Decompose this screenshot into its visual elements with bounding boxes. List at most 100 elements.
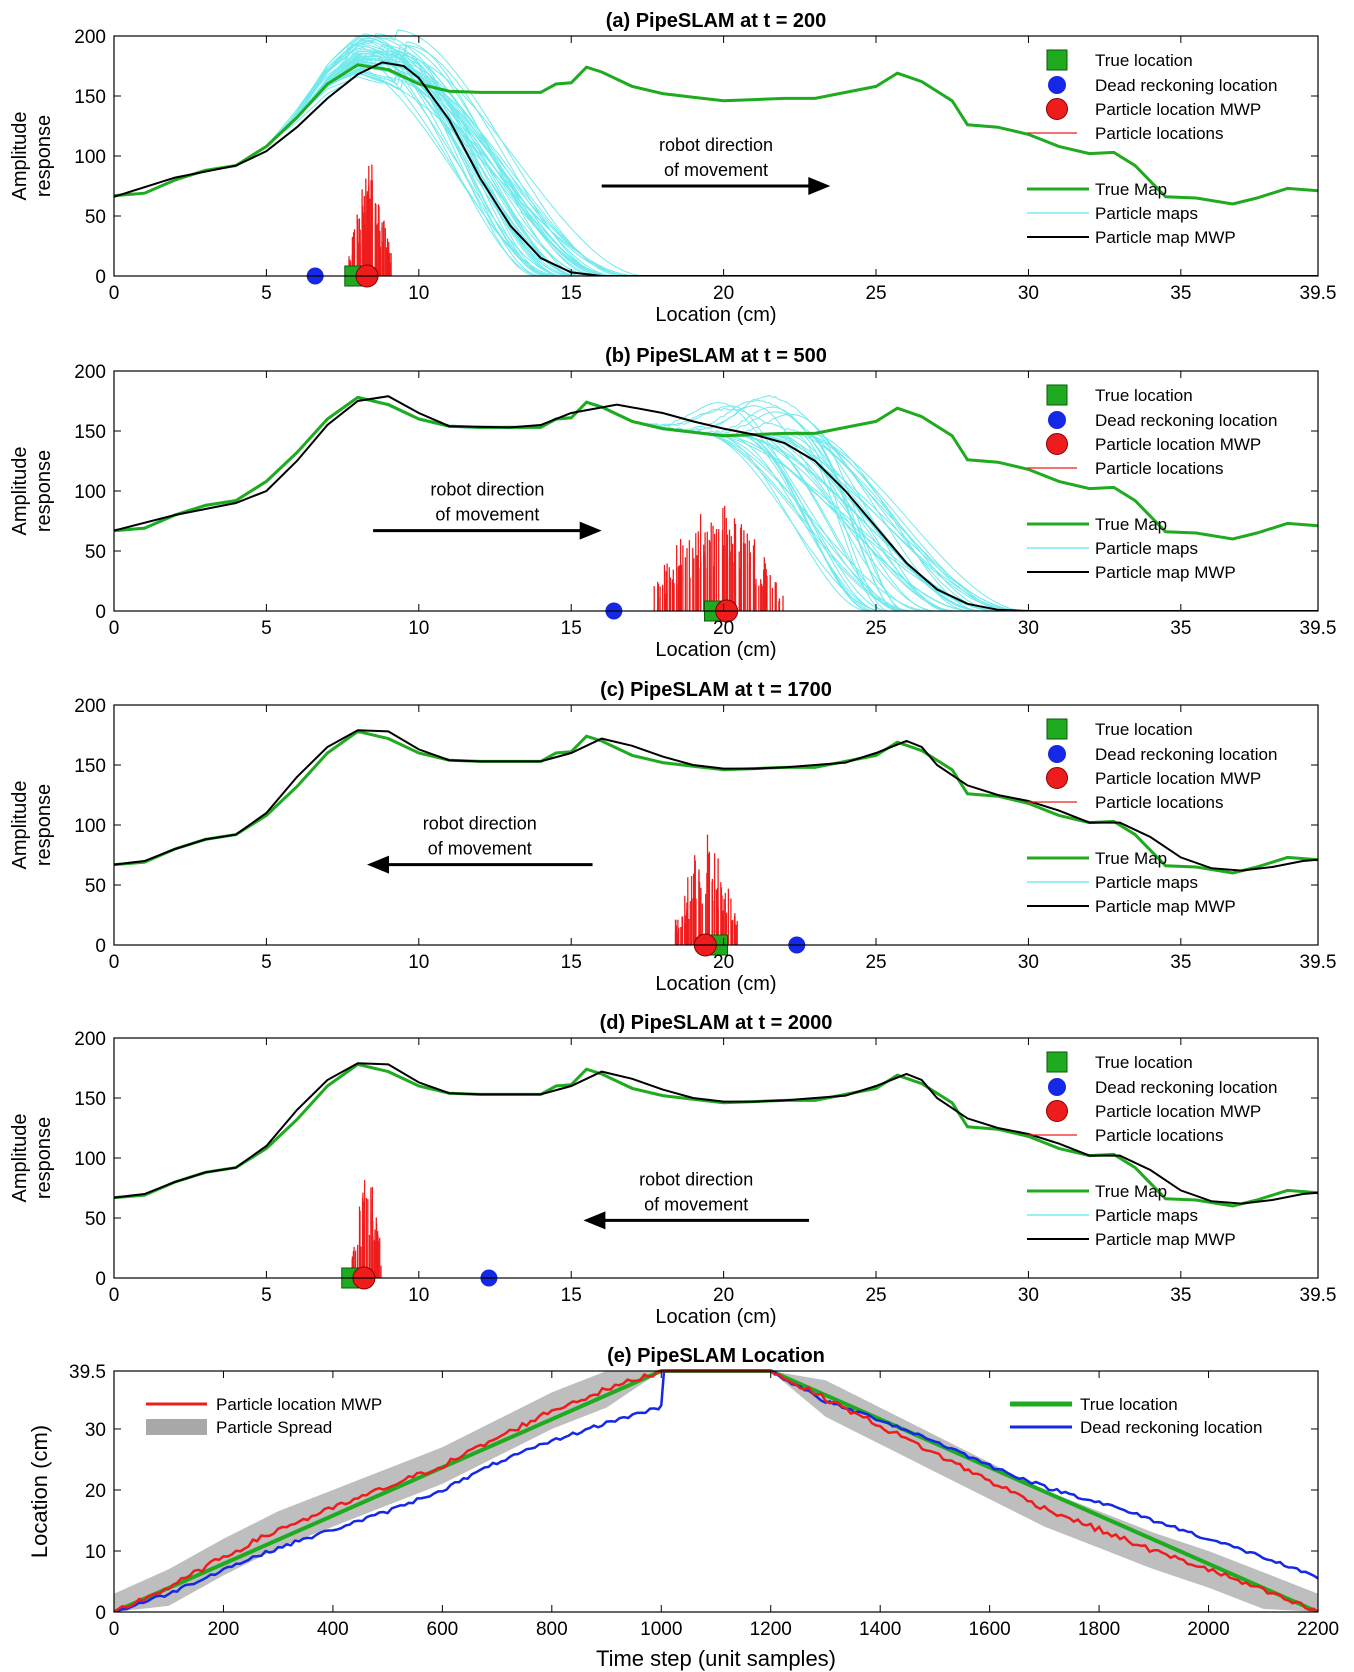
x-tick-label: 0 [109,1285,120,1306]
legend-label: True Map [1095,1182,1167,1201]
annotation-line-2: of movement [435,505,539,525]
direction-arrowhead [366,855,389,874]
y-tick-label: 100 [74,147,106,168]
panel-c: (c) PipeSLAM at t = 1700 robot direction o… [9,679,1336,995]
particle-spread-band [114,1371,1318,1612]
x-tick-label: 25 [865,618,886,639]
particle-map-mwp-line [114,1062,1318,1205]
legend-true-location-swatch [1046,1051,1068,1073]
x-tick-label: 1200 [750,1619,792,1640]
legend-label: Particle location MWP [1095,435,1261,454]
x-tick-label: 10 [408,283,429,304]
legend-label: True location [1095,386,1193,405]
panel-b: (b) PipeSLAM at t = 500 robot direction of… [9,345,1336,661]
particle-locations [653,505,784,611]
y-tick-label: 0 [95,936,106,957]
x-tick-label: 25 [865,952,886,973]
x-axis-label: Location (cm) [655,639,776,661]
annotation-line-1: robot direction [423,814,537,834]
x-tick-label: 600 [427,1619,459,1640]
x-tick-label: 0 [109,283,120,304]
y-tick-label: 30 [85,1420,106,1441]
x-axis-label: Location (cm) [655,973,776,995]
x-tick-label: 15 [561,618,582,639]
y-axis-label-line-1: Amplitude [9,781,31,870]
y-tick-label: 150 [74,756,106,777]
legend-label: True location [1095,1053,1193,1072]
y-axis-label: Location (cm) [27,1425,52,1558]
legend-label: Particle locations [1095,124,1224,143]
y-tick-label: 50 [85,542,106,563]
x-tick-label: 35 [1170,283,1191,304]
legend-label: Particle maps [1095,204,1198,223]
particle-locations [351,1180,382,1278]
y-tick-label: 50 [85,1209,106,1230]
x-tick-label: 800 [536,1619,568,1640]
x-tick-label: 35 [1170,952,1191,973]
true-map-line [114,63,1318,206]
x-tick-label: 400 [317,1619,349,1640]
legend-true-location-swatch [1046,718,1068,740]
x-tick-label: 30 [1018,618,1039,639]
legend-label: Particle map MWP [1095,563,1236,582]
legend-true-location-swatch [1046,384,1068,406]
y-tick-label: 100 [74,482,106,503]
legend-label: True location [1095,51,1193,70]
annotation-line-2: of movement [428,839,532,859]
axes-box [113,1370,1319,1613]
particle-map-mwp-line [114,729,1318,872]
legend-label: Particle locations [1095,459,1224,478]
x-tick-label: 39.5 [1300,1285,1337,1306]
legend-label: Dead reckoning location [1080,1418,1262,1437]
x-tick-label: 25 [865,283,886,304]
legend-label: Particle map MWP [1095,897,1236,916]
legend-dead-reckoning-swatch [1048,745,1066,763]
legend-label: Particle map MWP [1095,1230,1236,1249]
legend-label: Particle maps [1095,1206,1198,1225]
panel-d: (d) PipeSLAM at t = 2000 robot direction o… [9,1012,1336,1328]
particle-locations [674,834,738,945]
y-tick-label: 50 [85,876,106,897]
legend-label: Dead reckoning location [1095,76,1277,95]
y-tick-label: 50 [85,207,106,228]
panel-a: (a) PipeSLAM at t = 200 robot direction of… [9,10,1336,326]
y-tick-label: 39.5 [69,1362,106,1383]
x-tick-label: 20 [713,283,734,304]
x-tick-label: 20 [713,1285,734,1306]
x-tick-label: 5 [261,952,272,973]
legend-label: True location [1080,1395,1178,1414]
legend: True location Dead reckoning location Part… [1027,718,1277,916]
x-tick-label: 1600 [968,1619,1010,1640]
y-axis-label-line-1: Amplitude [9,1114,31,1203]
legend-dead-reckoning-swatch [1048,76,1066,94]
legend-spread-swatch [146,1419,207,1435]
y-tick-label: 100 [74,816,106,837]
legend-mwp-swatch [1046,767,1068,789]
x-tick-label: 10 [408,952,429,973]
x-tick-label: 15 [561,952,582,973]
legend-label: Particle location MWP [1095,1102,1261,1121]
plot-area [114,29,1318,276]
legend: True location Dead reckoning location Part… [1027,49,1277,247]
x-axis-label: Time step (unit samples) [596,1646,836,1671]
panel-title: (a) PipeSLAM at t = 200 [606,10,827,32]
particle-map-line [114,33,1315,276]
x-tick-label: 39.5 [1300,283,1337,304]
y-tick-label: 0 [95,1269,106,1290]
legend-label: True Map [1095,849,1167,868]
plot-area [114,1062,1318,1278]
x-tick-label: 15 [561,283,582,304]
particle-map-mwp-line [114,61,1318,276]
y-tick-label: 0 [95,602,106,623]
x-tick-label: 35 [1170,1285,1191,1306]
x-tick-label: 1400 [859,1619,901,1640]
legend-dead-reckoning-swatch [1048,411,1066,429]
legend-mwp-swatch [1046,98,1068,120]
panel-title: (b) PipeSLAM at t = 500 [605,345,827,367]
x-tick-label: 10 [408,618,429,639]
legend-label: Dead reckoning location [1095,411,1277,430]
plot-area [114,729,1318,945]
x-tick-label: 15 [561,1285,582,1306]
